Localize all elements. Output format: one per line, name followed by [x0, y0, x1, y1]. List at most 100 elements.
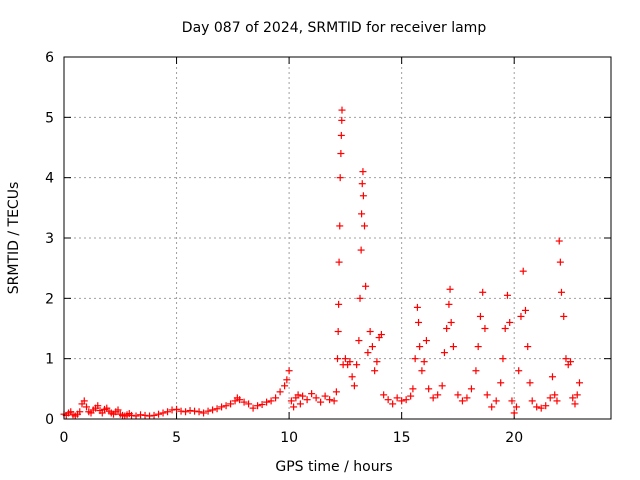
data-point [353, 361, 361, 369]
data-point [533, 403, 541, 411]
data-point [368, 343, 376, 351]
data-point [447, 318, 455, 326]
data-point [463, 394, 471, 402]
data-point [312, 394, 320, 402]
data-point [308, 390, 316, 398]
data-point [474, 343, 482, 351]
data-point [321, 392, 329, 400]
data-point [332, 388, 340, 396]
data-point [355, 337, 363, 345]
data-point [415, 318, 423, 326]
data-point [357, 246, 365, 254]
data-point [524, 343, 532, 351]
data-point [377, 331, 385, 339]
data-point [438, 382, 446, 390]
data-point [204, 407, 212, 415]
data-point [177, 407, 185, 415]
data-point [137, 411, 145, 419]
data-point [336, 174, 344, 182]
data-point [425, 385, 433, 393]
data-point [249, 404, 257, 412]
data-point [571, 400, 579, 408]
data-point [483, 391, 491, 399]
data-point [254, 402, 262, 410]
data-point [458, 397, 466, 405]
data-point [362, 282, 370, 290]
data-point [146, 412, 154, 420]
data-point [182, 408, 190, 416]
data-point [508, 397, 516, 405]
data-point [553, 397, 561, 405]
data-point [521, 306, 529, 314]
data-point [361, 222, 369, 230]
data-point [528, 397, 536, 405]
y-tick-label: 1 [45, 352, 54, 368]
data-point [443, 325, 451, 332]
data-point [267, 397, 275, 405]
data-point [159, 409, 167, 417]
data-point [218, 403, 226, 411]
data-point [337, 131, 345, 139]
x-axis-label: GPS time / hours [275, 459, 392, 475]
chart-title: Day 087 of 2024, SRMTID for receiver lam… [182, 20, 487, 36]
data-point [440, 349, 448, 357]
data-marks [60, 106, 583, 420]
data-point [281, 382, 289, 390]
data-point [411, 355, 419, 363]
data-point [141, 411, 149, 419]
data-point [512, 403, 520, 411]
data-point [569, 394, 577, 402]
data-point [398, 397, 406, 405]
axis-ticks: 0 1 2 3 4 5 6 0 5 10 15 20 [45, 50, 611, 446]
data-point [556, 258, 564, 266]
y-tick-label: 3 [45, 231, 54, 247]
data-point [555, 237, 563, 245]
data-point [348, 373, 356, 381]
data-point [335, 300, 343, 308]
data-point [449, 343, 457, 351]
data-point [346, 358, 354, 366]
data-point [407, 392, 415, 400]
data-point [510, 409, 518, 417]
data-point [515, 367, 523, 375]
data-point [168, 406, 176, 414]
data-point [128, 411, 136, 419]
data-point [476, 312, 484, 320]
data-point [155, 410, 163, 418]
data-point [551, 391, 559, 399]
data-point [213, 405, 221, 413]
data-point [506, 318, 514, 326]
data-point [384, 396, 392, 404]
data-point [573, 391, 581, 399]
data-point [336, 222, 344, 230]
data-point [358, 180, 366, 188]
data-point [337, 150, 345, 158]
data-point [294, 391, 302, 399]
data-point [114, 406, 122, 414]
data-point [317, 398, 325, 406]
data-point [488, 403, 496, 411]
data-point [195, 408, 203, 416]
data-point [454, 391, 462, 399]
data-point [209, 406, 217, 414]
data-point [296, 400, 304, 408]
y-tick-label: 6 [45, 50, 54, 66]
data-point [338, 106, 346, 114]
data-point [413, 303, 421, 311]
data-point [501, 325, 509, 332]
data-point [227, 400, 235, 408]
data-point [422, 337, 430, 345]
data-point [285, 367, 293, 375]
data-point [334, 355, 341, 363]
data-point [98, 409, 106, 417]
data-point [499, 355, 507, 363]
data-point [526, 379, 534, 387]
data-point [548, 373, 556, 381]
data-point [380, 391, 388, 399]
data-point [373, 358, 381, 366]
data-point [191, 407, 199, 415]
x-tick-label: 20 [505, 430, 523, 446]
data-point [341, 355, 349, 363]
data-point [409, 385, 417, 393]
data-point [517, 312, 525, 320]
